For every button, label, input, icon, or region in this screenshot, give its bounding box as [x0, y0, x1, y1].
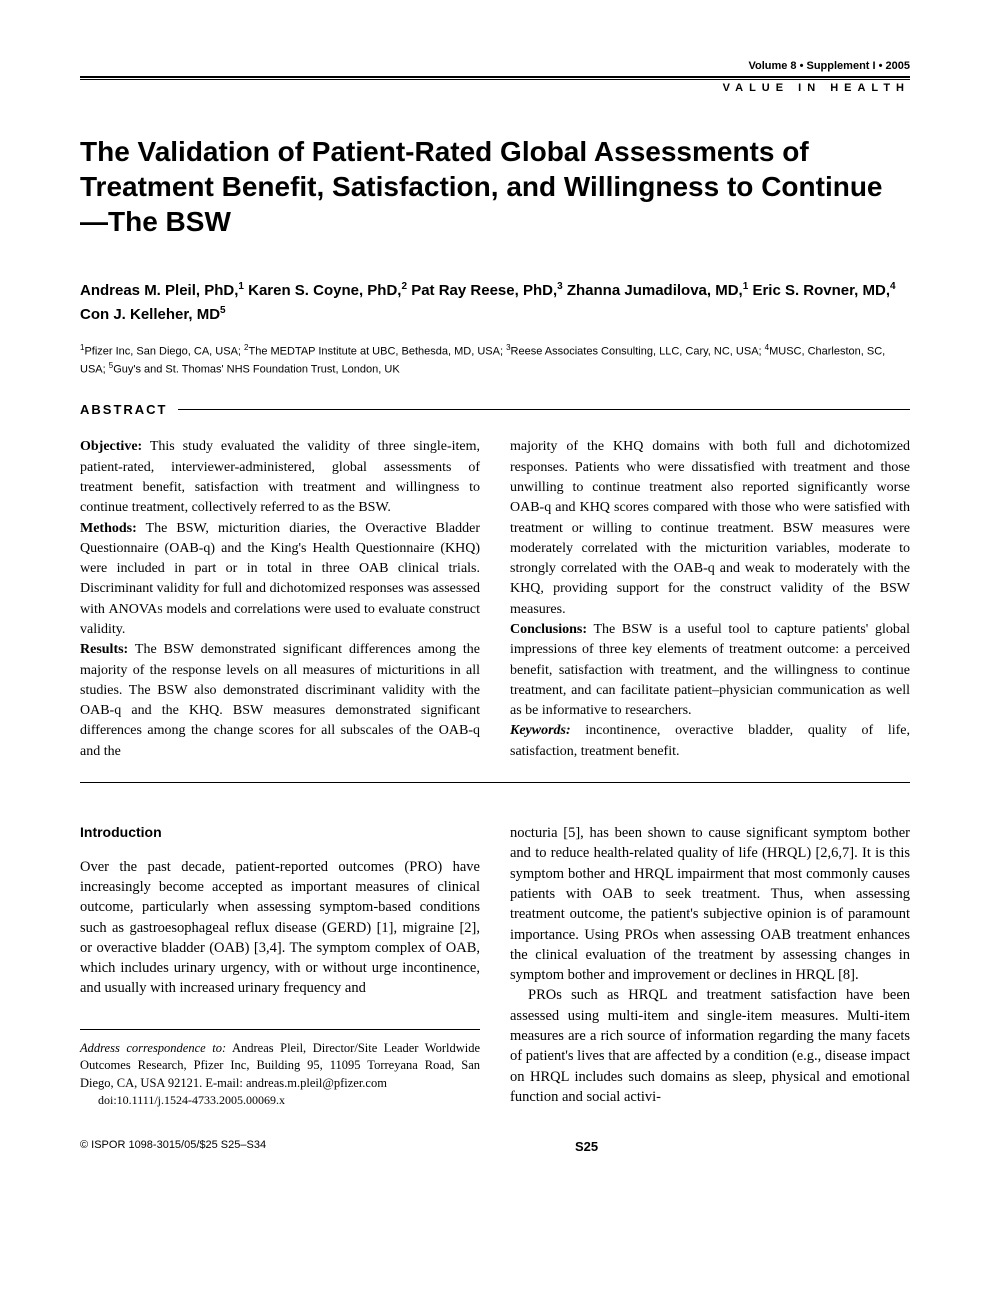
- body-col-right: nocturia [5], has been shown to cause si…: [510, 823, 910, 1109]
- header-rule: [80, 76, 910, 80]
- abstract-header-line: [178, 409, 911, 410]
- intro-left-p1: Over the past decade, patient-reported o…: [80, 857, 480, 999]
- doi: doi:10.1111/j.1524-4733.2005.00069.x: [80, 1092, 480, 1109]
- affiliations: 1Pfizer Inc, San Diego, CA, USA; 2The ME…: [80, 342, 910, 378]
- abstract-left-text: Objective: This study evaluated the vali…: [80, 437, 480, 762]
- page-number: S25: [575, 1139, 598, 1154]
- abstract-col-left: Objective: This study evaluated the vali…: [80, 437, 480, 762]
- correspondence-rule: [80, 1029, 480, 1030]
- correspondence: Address correspondence to: Andreas Pleil…: [80, 1040, 480, 1093]
- intro-heading: Introduction: [80, 823, 480, 843]
- intro-right-p1: nocturia [5], has been shown to cause si…: [510, 823, 910, 985]
- journal-name: VALUE IN HEALTH: [80, 82, 910, 94]
- abstract-right-text: majority of the KHQ domains with both fu…: [510, 437, 910, 762]
- author-list: Andreas M. Pleil, PhD,1 Karen S. Coyne, …: [80, 279, 910, 326]
- intro-right-p2: PROs such as HRQL and treatment satisfac…: [510, 985, 910, 1107]
- copyright: © ISPOR 1098-3015/05/$25 S25–S34: [80, 1139, 266, 1154]
- body-columns: Introduction Over the past decade, patie…: [80, 823, 910, 1109]
- abstract-header: ABSTRACT: [80, 402, 910, 417]
- body-col-left: Introduction Over the past decade, patie…: [80, 823, 480, 1109]
- article-title: The Validation of Patient-Rated Global A…: [80, 134, 910, 239]
- footer-spacer: [907, 1139, 910, 1154]
- issue-line: Volume 8 • Supplement I • 2005: [80, 60, 910, 72]
- abstract-body: Objective: This study evaluated the vali…: [80, 437, 910, 762]
- abstract-col-right: majority of the KHQ domains with both fu…: [510, 437, 910, 762]
- page-footer: © ISPOR 1098-3015/05/$25 S25–S34 S25: [80, 1139, 910, 1154]
- abstract-label: ABSTRACT: [80, 402, 178, 417]
- abstract-bottom-rule: [80, 782, 910, 783]
